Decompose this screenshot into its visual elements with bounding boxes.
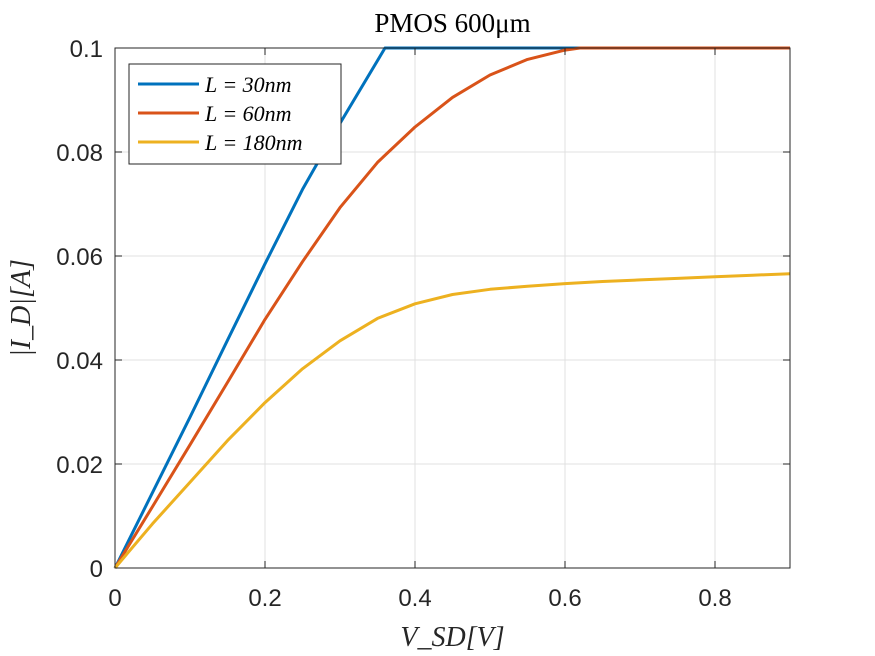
legend-entry: L = 60nm [204,101,292,126]
y-tick-label: 0 [90,556,103,583]
x-tick-label: 0 [108,585,121,612]
chart-title: PMOS 600μm [374,8,530,38]
axes-box [114,47,791,569]
y-axis-label: |I_D|[A] [6,259,37,357]
legend-entry: L = 180nm [204,130,303,155]
y-tick-label: 0.1 [70,36,103,63]
x-tick-label: 0.6 [548,585,581,612]
x-tick-label: 0.8 [698,585,731,612]
x-tick-label: 0.2 [248,585,281,612]
y-tick-label: 0.06 [56,244,103,271]
y-tick-label: 0.04 [56,348,103,375]
x-tick-label: 0.4 [398,585,431,612]
x-axis-label: V_SD[V] [400,622,504,653]
axis-ticks: 0 0.2 0.4 0.6 0.8 0 0.02 0.04 0.06 0.08 0.1 [56,36,790,612]
legend: L = 30nm L = 60nm L = 180nm [128,63,342,165]
y-tick-label: 0.08 [56,140,103,167]
legend-entry: L = 30nm [204,72,292,97]
y-tick-label: 0.02 [56,452,103,479]
series-line [113,272,791,569]
